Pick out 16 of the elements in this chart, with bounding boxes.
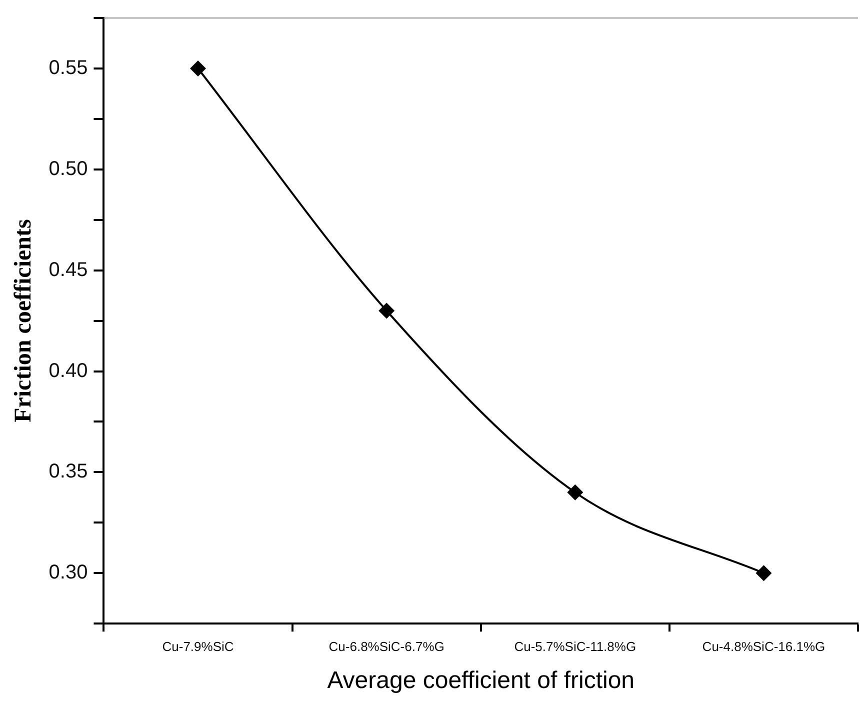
y-tick-label: 0.40 [48, 360, 88, 382]
point [190, 60, 206, 76]
x-tick-label: Cu-7.9%SiC [162, 638, 234, 654]
x-tick-label: Cu-6.8%SiC-6.7%G [328, 638, 444, 654]
x-axis-title: Average coefficient of friction [327, 667, 635, 694]
x-tick-label: Cu-4.8%SiC-16.1%G [702, 638, 826, 654]
point [378, 302, 395, 319]
y-tick-label: 0.55 [48, 56, 88, 79]
y-tick-label: 0.45 [48, 258, 88, 281]
y-tick-label: 0.30 [48, 562, 88, 584]
y-axis-title: Friction coefficients [10, 219, 37, 422]
point [756, 565, 772, 582]
point [567, 484, 584, 500]
x-tick-label: Cu-5.7%SiC-11.8%G [514, 638, 636, 654]
y-tick-label: 0.50 [48, 158, 88, 180]
y-tick-label: 0.35 [48, 460, 88, 483]
